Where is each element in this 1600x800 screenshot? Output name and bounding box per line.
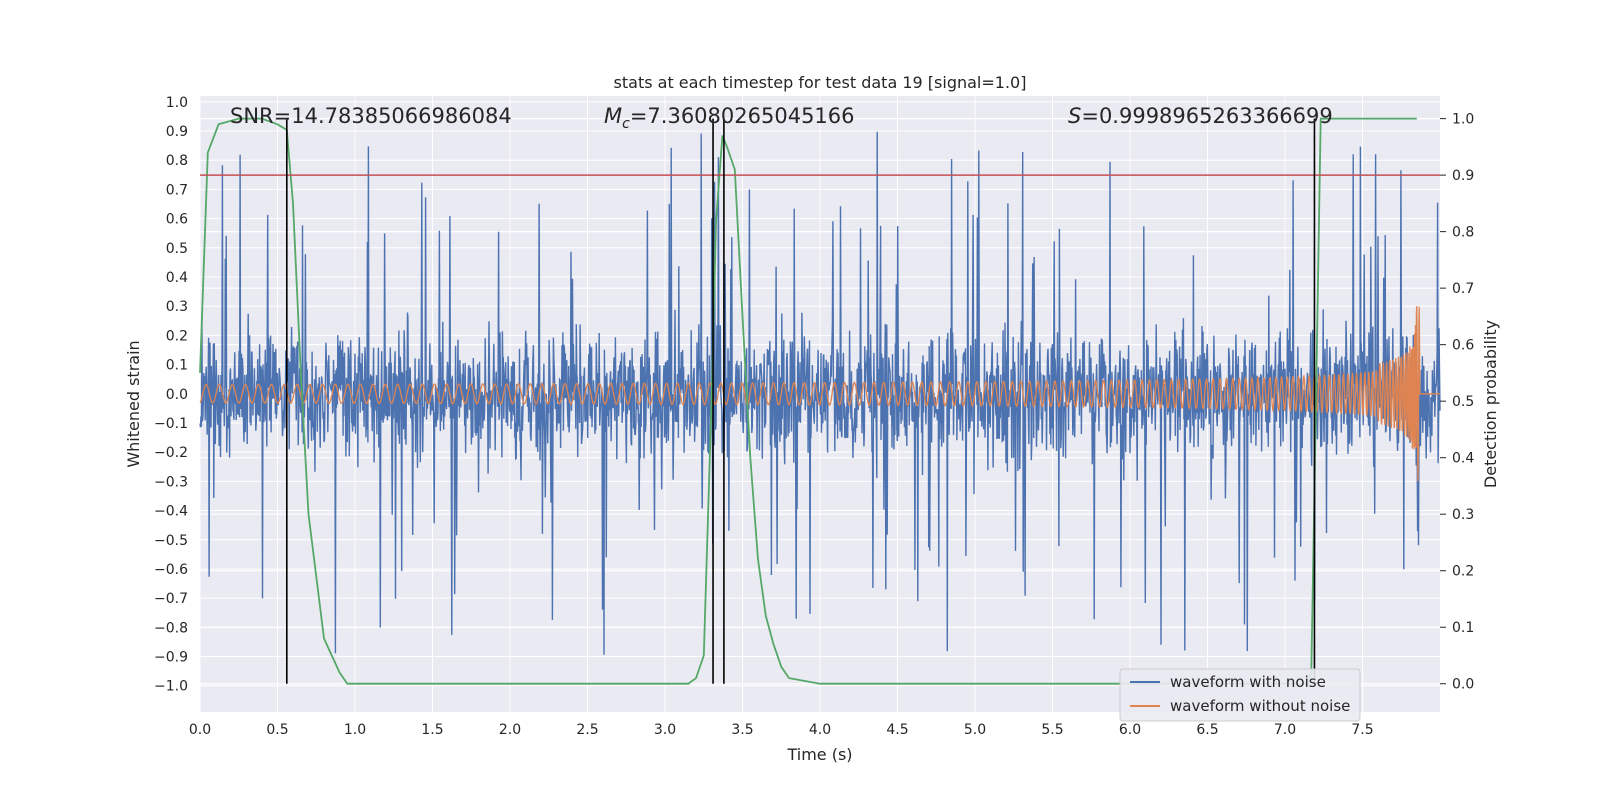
y-axis-label: Whitened strain — [124, 340, 143, 467]
y2-tick-label: 0.2 — [1452, 564, 1474, 580]
x-tick-label: 4.0 — [809, 722, 831, 738]
x-tick-label: 1.5 — [421, 722, 443, 738]
y-tick-label: −0.1 — [154, 416, 188, 432]
chart-title: stats at each timestep for test data 19 … — [614, 73, 1027, 92]
y2-tick-label: 0.9 — [1452, 168, 1474, 184]
mc-value: =7.36080265045166 — [630, 104, 855, 128]
x-tick-label: 7.5 — [1351, 722, 1373, 738]
legend: waveform with noise waveform without noi… — [1119, 668, 1361, 722]
y-tick-label: −0.5 — [154, 533, 188, 549]
x-tick-label: 5.0 — [964, 722, 986, 738]
y-tick-label: −0.3 — [154, 474, 188, 490]
y-tick-label: 0.0 — [166, 387, 188, 403]
y-tick-label: −0.6 — [154, 562, 188, 578]
y-tick-label: 0.3 — [166, 299, 188, 315]
s-symbol: S — [1068, 104, 1081, 128]
significance-annotation: S=0.9998965263366699 — [1068, 104, 1333, 128]
y2-tick-label: 0.6 — [1452, 338, 1474, 354]
x-axis-ticks: 0.0 0.5 1.0 1.5 2.0 2.5 3.0 3.5 4.0 4.5 5.0 5.5 6.0 6… — [189, 722, 1374, 738]
y-tick-label: −0.9 — [154, 650, 188, 666]
mc-symbol: M — [604, 104, 622, 128]
snr-annotation: SNR=14.78385066986084 — [230, 104, 512, 128]
x-tick-label: 6.5 — [1196, 722, 1218, 738]
y-tick-label: 0.6 — [166, 212, 188, 228]
y-tick-label: 0.4 — [166, 270, 188, 286]
x-tick-label: 2.5 — [576, 722, 598, 738]
overlays — [200, 118, 1440, 684]
x-tick-label: 6.0 — [1119, 722, 1141, 738]
x-tick-label: 2.0 — [499, 722, 521, 738]
y-tick-label: 0.8 — [166, 153, 188, 169]
legend-label-noise: waveform with noise — [1170, 673, 1326, 691]
y-tick-label: −0.4 — [154, 504, 188, 520]
x-tick-label: 1.0 — [344, 722, 366, 738]
y-tick-label: 0.1 — [166, 358, 188, 374]
y-tick-label: −1.0 — [154, 679, 188, 695]
s-value: =0.9998965263366699 — [1081, 104, 1332, 128]
y2-tick-label: 1.0 — [1452, 112, 1474, 128]
x-tick-label: 3.0 — [654, 722, 676, 738]
clean-waveform-line — [199, 306, 1440, 482]
legend-box — [1119, 668, 1361, 722]
x-tick-label: 3.5 — [731, 722, 753, 738]
y2-tick-label: 0.5 — [1452, 394, 1474, 410]
mc-subscript: c — [622, 116, 630, 132]
y-tick-label: 0.2 — [166, 328, 188, 344]
y-tick-label: 0.5 — [166, 241, 188, 257]
y2-tick-label: 0.3 — [1452, 507, 1474, 523]
y2-tick-label: 0.1 — [1452, 620, 1474, 636]
y2-axis-ticks: 1.0 0.9 0.8 0.7 0.6 0.5 0.4 0.3 0.2 0.1 0.0 — [1440, 112, 1474, 693]
x-tick-label: 0.5 — [266, 722, 288, 738]
y-tick-label: 0.9 — [166, 124, 188, 140]
y2-tick-label: 0.7 — [1452, 281, 1474, 297]
y-tick-label: −0.2 — [154, 445, 188, 461]
y-tick-label: 0.7 — [166, 182, 188, 198]
y-tick-label: 1.0 — [166, 95, 188, 111]
x-axis-label: Time (s) — [786, 745, 852, 764]
y-tick-label: −0.7 — [154, 591, 188, 607]
y2-axis-label: Detection probability — [1481, 320, 1500, 488]
x-tick-label: 5.5 — [1041, 722, 1063, 738]
x-tick-label: 7.0 — [1274, 722, 1296, 738]
y-tick-label: −0.8 — [154, 620, 188, 636]
legend-label-clean: waveform without noise — [1170, 697, 1350, 715]
y-axis-ticks: 1.0 0.9 0.8 0.7 0.6 0.5 0.4 0.3 0.2 0.1 0.0 −0.1 −0.… — [154, 95, 188, 695]
series-waveform-without-noise — [199, 306, 1440, 482]
y2-tick-label: 0.4 — [1452, 451, 1474, 467]
y2-tick-label: 0.0 — [1452, 677, 1474, 693]
y2-tick-label: 0.8 — [1452, 225, 1474, 241]
series-waveform-with-noise — [199, 131, 1441, 655]
chirp-mass-annotation: Mc=7.36080265045166 — [604, 104, 855, 132]
x-tick-label: 4.5 — [886, 722, 908, 738]
noise-waveform-line — [199, 131, 1441, 655]
x-tick-label: 0.0 — [189, 722, 211, 738]
